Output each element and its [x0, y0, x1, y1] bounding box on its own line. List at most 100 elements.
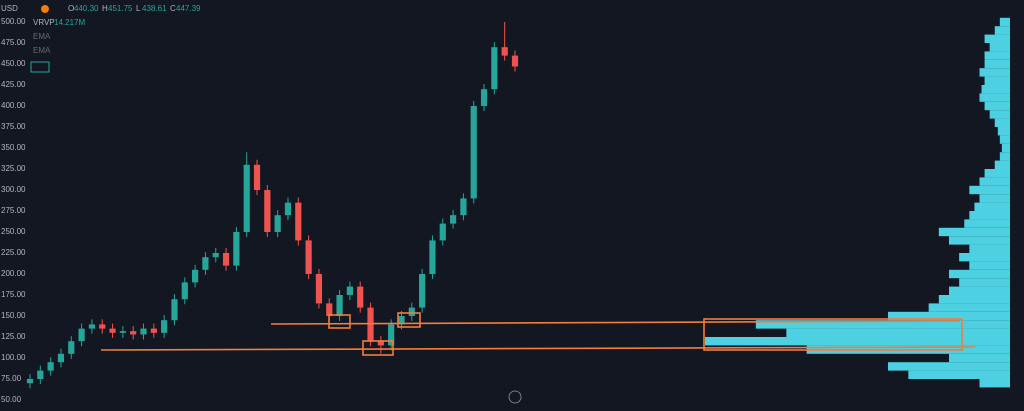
- candle-body: [346, 286, 353, 295]
- y-tick-label: 475.00: [1, 38, 26, 47]
- candle-body: [181, 282, 188, 300]
- candle-body: [202, 257, 209, 270]
- volume-profile-bar: [705, 337, 1010, 346]
- volume-profile-bar: [984, 76, 1010, 85]
- legend-key: C: [170, 4, 176, 13]
- candle-body: [439, 223, 446, 241]
- candle-body: [150, 328, 157, 333]
- volume-profile-bar: [786, 328, 1010, 337]
- candle-body: [480, 89, 488, 106]
- y-tick-label: 400.00: [1, 101, 26, 110]
- volume-profile-bar: [1001, 143, 1010, 153]
- y-tick-label: 50.00: [1, 395, 22, 404]
- volume-profile-bar: [974, 202, 1010, 211]
- volume-profile-bar: [989, 110, 1010, 119]
- volume-profile-bar: [984, 51, 1010, 60]
- volume-profile-bar: [949, 236, 1010, 245]
- highlight-box: [328, 314, 351, 329]
- volume-profile-bar: [999, 135, 1010, 144]
- candle-body: [130, 331, 137, 335]
- volume-profile-bar: [938, 295, 1010, 304]
- candle-body: [161, 320, 168, 333]
- collapse-button[interactable]: [30, 61, 50, 73]
- candle-body: [47, 362, 54, 371]
- candle-body: [99, 324, 106, 329]
- support-line: [270, 320, 961, 325]
- volume-profile-bar: [984, 59, 1010, 69]
- candle-body: [284, 202, 292, 216]
- legend-key: O: [68, 4, 74, 13]
- y-tick-label: 500.00: [1, 17, 26, 26]
- y-tick-label: 225.00: [1, 248, 26, 257]
- candle-body: [315, 274, 323, 304]
- volume-profile-bar: [964, 219, 1010, 228]
- y-tick-label: 450.00: [1, 59, 26, 68]
- highlight-box: [397, 312, 421, 328]
- replay-button[interactable]: [508, 390, 522, 404]
- candle-body: [367, 307, 374, 342]
- highlight-box: [703, 318, 963, 351]
- volume-profile-bar: [969, 211, 1010, 220]
- candle-body: [57, 353, 65, 363]
- candle-body: [419, 274, 426, 308]
- y-tick-label: 350.00: [1, 143, 26, 152]
- legend-value: 447.39: [176, 4, 201, 13]
- legend-value: 440.30: [74, 4, 99, 13]
- candle-body: [212, 253, 219, 258]
- indicator-name: VRVP: [33, 18, 55, 27]
- legend-value: 451.75: [108, 4, 133, 13]
- candle-body: [253, 164, 261, 190]
- currency: USD: [1, 4, 18, 13]
- volume-profile-bar: [969, 244, 1010, 253]
- volume-profile-bar: [979, 93, 1010, 102]
- volume-profile-bar: [979, 379, 1010, 388]
- volume-profile-bar: [999, 152, 1010, 161]
- volume-profile-bar: [949, 269, 1010, 279]
- volume-profile-bar: [969, 185, 1010, 195]
- volume-profile-bar: [984, 101, 1010, 111]
- volume-profile-bar: [997, 127, 1010, 136]
- symbol-icon[interactable]: [41, 5, 49, 13]
- plot: 500.00 475.00 450.00 425.00 400.00 375.00 350.…: [1, 17, 1010, 404]
- y-tick-label: 125.00: [1, 332, 26, 341]
- highlight-box: [362, 340, 394, 356]
- candle-body: [37, 370, 44, 379]
- volume-profile-bar: [949, 353, 1010, 363]
- volume-profile-bar: [994, 26, 1010, 35]
- candle-body: [192, 269, 199, 283]
- volume-profile-bar: [994, 160, 1010, 169]
- y-tick-label: 325.00: [1, 164, 26, 173]
- candle-body: [305, 240, 312, 274]
- candle-body: [295, 202, 302, 241]
- candle-body: [109, 328, 116, 333]
- y-tick-label: 75.00: [1, 374, 22, 383]
- annotations: [100, 312, 976, 356]
- volume-profile-bar: [969, 261, 1010, 270]
- y-tick-label: 425.00: [1, 80, 26, 89]
- candle-body: [511, 55, 519, 67]
- candle-body: [88, 324, 96, 329]
- candle-body: [429, 240, 436, 274]
- candle-body: [388, 324, 395, 346]
- y-tick-label: 300.00: [1, 185, 26, 194]
- candle-body: [408, 307, 415, 316]
- volume-profile-bar: [989, 43, 1010, 52]
- candle-body: [68, 341, 75, 354]
- volume-profile-bar: [999, 17, 1010, 27]
- volume-profile-bar: [994, 118, 1010, 127]
- y-tick-label: 100.00: [1, 353, 26, 362]
- candle-body: [449, 215, 457, 224]
- volume-profile-bar: [938, 227, 1010, 237]
- volume-profile-bar: [928, 303, 1010, 312]
- y-tick-label: 200.00: [1, 269, 26, 278]
- legend-value: 438.61: [142, 4, 167, 13]
- volume-profile-bar: [888, 311, 1010, 321]
- volume-profile-bar: [984, 169, 1010, 178]
- candle-body: [470, 106, 477, 199]
- legend-key: H: [102, 4, 108, 13]
- legend-key: L: [136, 4, 141, 13]
- volume-profile-bar: [959, 253, 1010, 262]
- candle-body: [357, 286, 364, 308]
